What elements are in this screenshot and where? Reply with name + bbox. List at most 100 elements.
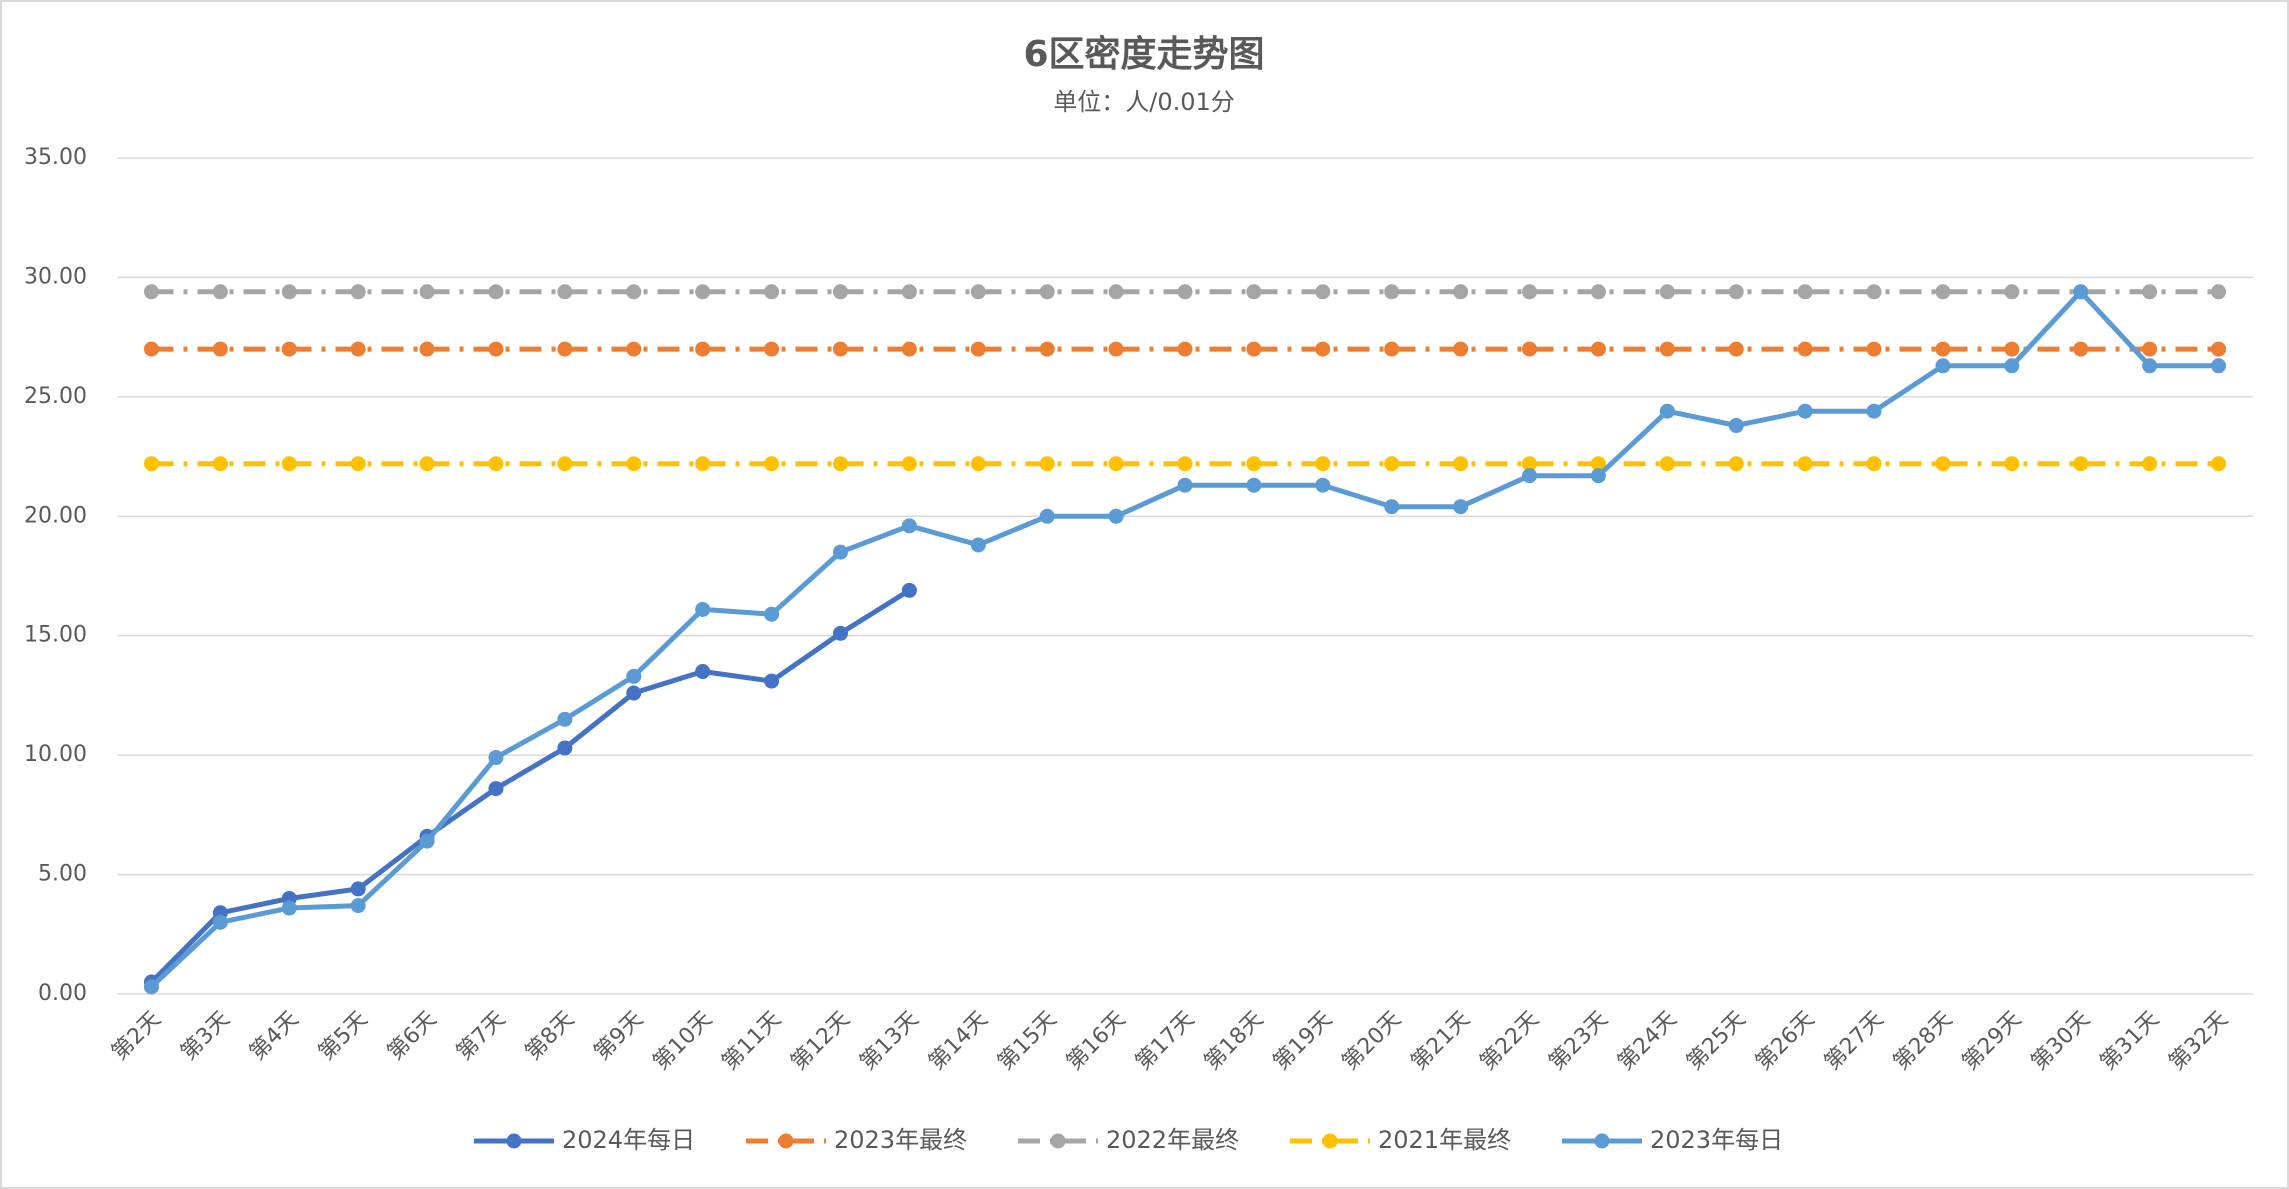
y-tick-label: 5.00 [38, 862, 87, 887]
legend-label: 2023年最终 [834, 1126, 967, 1154]
series-marker [695, 284, 711, 300]
series-marker [2211, 456, 2227, 472]
legend-marker [1050, 1133, 1066, 1149]
series-marker [419, 833, 435, 849]
series-marker [2073, 341, 2089, 357]
series-marker [1659, 456, 1675, 472]
series-marker [1866, 403, 1882, 419]
series-marker [1453, 341, 1469, 357]
y-tick-label: 20.00 [24, 503, 87, 528]
series-marker [1866, 341, 1882, 357]
series-marker [970, 537, 986, 553]
series-marker [1177, 477, 1193, 493]
series-marker [557, 456, 573, 472]
series-marker [626, 456, 642, 472]
series-marker [2004, 341, 2020, 357]
series-marker [1039, 508, 1055, 524]
series-marker [1728, 284, 1744, 300]
series-marker [1590, 284, 1606, 300]
series-marker [832, 284, 848, 300]
series-marker [970, 341, 986, 357]
series-marker [350, 341, 366, 357]
series-marker [1590, 468, 1606, 484]
series-marker [1177, 284, 1193, 300]
series-marker [212, 284, 228, 300]
series-marker [1315, 284, 1331, 300]
series-marker [1797, 284, 1813, 300]
series-marker [970, 284, 986, 300]
series-marker [1797, 403, 1813, 419]
series-marker [1522, 341, 1538, 357]
legend-marker [1594, 1133, 1610, 1149]
series-marker [1384, 341, 1400, 357]
series-marker [901, 341, 917, 357]
series-marker [2073, 284, 2089, 300]
series-marker [143, 341, 159, 357]
series-marker [1522, 456, 1538, 472]
series-marker [1797, 341, 1813, 357]
series-marker [143, 979, 159, 995]
series-marker [1246, 477, 1262, 493]
series-marker [695, 601, 711, 617]
series-marker [695, 664, 711, 680]
series-marker [764, 673, 780, 689]
series-marker [488, 781, 504, 797]
series-marker [1108, 456, 1124, 472]
series-marker [1246, 284, 1262, 300]
legend-marker [778, 1133, 794, 1149]
series-marker [2073, 456, 2089, 472]
series-marker [488, 341, 504, 357]
legend-label: 2021年最终 [1378, 1126, 1511, 1154]
series-marker [695, 341, 711, 357]
series-marker [901, 284, 917, 300]
series-marker [2211, 284, 2227, 300]
series-marker [1659, 284, 1675, 300]
series-marker [764, 341, 780, 357]
legend-label: 2022年最终 [1106, 1126, 1239, 1154]
series-marker [1315, 341, 1331, 357]
series-marker [2211, 358, 2227, 374]
series-marker [1797, 456, 1813, 472]
series-marker [626, 668, 642, 684]
series-marker [1935, 284, 1951, 300]
series-marker [1246, 456, 1262, 472]
series-marker [1590, 341, 1606, 357]
series-marker [1659, 341, 1675, 357]
series-marker [626, 284, 642, 300]
series-marker [488, 284, 504, 300]
series-marker [212, 456, 228, 472]
series-marker [557, 740, 573, 756]
series-marker [1039, 341, 1055, 357]
series-marker [212, 341, 228, 357]
series-marker [2142, 341, 2158, 357]
series-marker [557, 341, 573, 357]
series-marker [350, 456, 366, 472]
series-marker [1453, 456, 1469, 472]
series-marker [557, 284, 573, 300]
series-marker [1108, 284, 1124, 300]
series-marker [626, 341, 642, 357]
legend-marker [506, 1133, 522, 1149]
series-marker [281, 456, 297, 472]
series-marker [1935, 358, 1951, 374]
y-tick-label: 10.00 [24, 742, 87, 767]
series-marker [2142, 284, 2158, 300]
series-marker [1108, 508, 1124, 524]
series-marker [1315, 477, 1331, 493]
series-marker [1177, 456, 1193, 472]
series-marker [1315, 456, 1331, 472]
series-marker [1866, 284, 1882, 300]
series-marker [832, 544, 848, 560]
series-marker [1659, 403, 1675, 419]
series-marker [832, 456, 848, 472]
series-marker [1039, 284, 1055, 300]
series-marker [1177, 341, 1193, 357]
series-marker [350, 284, 366, 300]
series-marker [488, 456, 504, 472]
series-marker [1728, 418, 1744, 434]
series-marker [1866, 456, 1882, 472]
series-marker [764, 606, 780, 622]
legend-label: 2024年每日 [562, 1126, 695, 1154]
